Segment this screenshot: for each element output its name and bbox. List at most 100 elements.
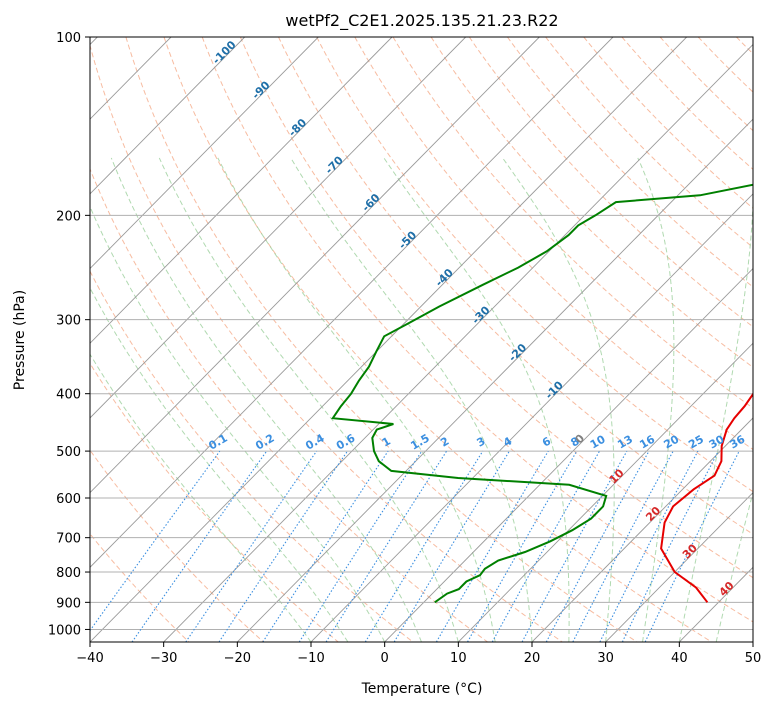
x-tick-label: −10 bbox=[297, 651, 324, 666]
isotherm-line bbox=[237, 118, 753, 642]
isotherm-line bbox=[458, 342, 753, 642]
isotherm-label: -100 bbox=[210, 38, 239, 67]
plot-area: 0.1 0.2 0.4 0.6 1 1.5 2 3 4 6 8 10 13 16 20 25 30 36-100-… bbox=[90, 37, 753, 642]
isotherm-line bbox=[90, 37, 246, 195]
x-tick-label: −40 bbox=[76, 651, 103, 666]
x-tick-label: 0 bbox=[381, 651, 389, 666]
moist-adiabat-line bbox=[217, 157, 496, 642]
moist-adiabat-line bbox=[678, 157, 753, 642]
x-tick-label: 20 bbox=[524, 651, 541, 666]
mixing-ratio-line bbox=[599, 450, 699, 642]
moist-adiabat-line bbox=[90, 286, 349, 642]
y-tick-label: 300 bbox=[56, 314, 81, 329]
mixing-ratio-label: 1 bbox=[380, 435, 393, 450]
temperature-trace bbox=[660, 392, 753, 603]
dry-adiabat-line bbox=[239, 37, 753, 579]
isotherm-line bbox=[752, 641, 753, 642]
mixing-ratio-label: 1.5 bbox=[408, 432, 431, 453]
y-tick-label: 500 bbox=[56, 445, 81, 460]
isotherm-line bbox=[90, 37, 688, 642]
isotherm-line bbox=[90, 37, 393, 344]
dry-adiabat-line bbox=[278, 37, 753, 535]
y-tick-label: 600 bbox=[56, 492, 81, 507]
isotherm-line bbox=[90, 37, 319, 270]
moist-adiabat-line bbox=[715, 490, 753, 642]
mixing-ratio-line bbox=[393, 450, 510, 642]
isotherm-line bbox=[531, 417, 753, 642]
isotherm-label: 10 bbox=[607, 466, 627, 486]
mixing-ratio-label: 30 bbox=[707, 432, 727, 451]
plot-frame bbox=[89, 36, 754, 643]
isotherm-label: 20 bbox=[643, 504, 663, 524]
isotherm-label: 30 bbox=[680, 541, 700, 561]
mixing-ratio-line bbox=[621, 450, 719, 642]
dry-adiabat-line bbox=[201, 37, 753, 623]
x-tick-label: 50 bbox=[745, 651, 762, 666]
mixing-ratio-label: 25 bbox=[686, 433, 706, 452]
isotherm-label: -80 bbox=[286, 116, 309, 139]
mixing-ratio-label: 3 bbox=[474, 435, 487, 450]
dry-adiabat-line bbox=[90, 43, 563, 642]
mixing-ratio-label: 16 bbox=[637, 432, 657, 451]
axes: −40 −30 −20 −10 0 10 20 30 40 50 100 200 300 400 500 60… bbox=[48, 31, 761, 666]
isotherm-line bbox=[90, 37, 614, 568]
dry-adiabat-line bbox=[659, 37, 753, 132]
isotherm-line bbox=[90, 37, 467, 419]
x-tick-label: −20 bbox=[224, 651, 251, 666]
moist-adiabat-line bbox=[502, 157, 615, 642]
isotherm-line bbox=[163, 43, 753, 642]
mixing-ratio-line bbox=[325, 450, 448, 642]
mixing-ratio-line bbox=[491, 450, 600, 642]
chart-title: wetPf2_C2E1.2025.135.21.23.R22 bbox=[285, 11, 558, 31]
mixing-ratio-line bbox=[364, 450, 484, 642]
dry-adiabat-line bbox=[468, 37, 753, 328]
y-tick-label: 900 bbox=[56, 596, 81, 611]
mixing-ratio-label: 20 bbox=[662, 432, 682, 451]
x-tick-label: 10 bbox=[450, 651, 467, 666]
y-tick-label: 100 bbox=[56, 31, 81, 46]
mixing-ratio-line bbox=[572, 450, 674, 642]
isotherm-line bbox=[384, 267, 753, 642]
mixing-ratio-label: 0.1 bbox=[206, 432, 229, 453]
dry-adiabat-line bbox=[392, 37, 753, 409]
y-tick-label: 200 bbox=[56, 209, 81, 224]
x-tick-label: 30 bbox=[597, 651, 614, 666]
isotherm-label: -10 bbox=[543, 378, 566, 401]
dry-adiabat-line bbox=[583, 37, 753, 209]
isotherm-label: 40 bbox=[717, 579, 737, 599]
dry-adiabat-line bbox=[163, 37, 712, 642]
dry-adiabat-line bbox=[125, 37, 638, 642]
mixing-ratio-line bbox=[185, 450, 318, 642]
mixing-ratio-line bbox=[90, 450, 221, 632]
dry-adiabat-line bbox=[506, 37, 753, 288]
dry-adiabat-line bbox=[430, 37, 753, 368]
dry-adiabat-line bbox=[736, 37, 753, 55]
y-tick-label: 400 bbox=[56, 388, 81, 403]
mixing-ratio-line bbox=[262, 450, 389, 642]
mixing-ratio-label: 10 bbox=[588, 432, 608, 451]
isotherm-label: -30 bbox=[469, 303, 492, 326]
isotherm-line bbox=[605, 491, 753, 642]
moist-adiabat-line bbox=[90, 353, 312, 642]
dry-adiabat-line bbox=[697, 37, 753, 93]
x-tick-label: −30 bbox=[150, 651, 177, 666]
mixing-ratio-label: 0.2 bbox=[253, 432, 276, 453]
dry-adiabat-line bbox=[90, 449, 264, 642]
dewpoint-trace bbox=[331, 183, 753, 604]
y-axis-label: Pressure (hPa) bbox=[12, 290, 28, 390]
mixing-ratio-line bbox=[298, 450, 423, 642]
isotherm-label: -40 bbox=[433, 266, 456, 289]
isotherm-label: -60 bbox=[359, 191, 382, 214]
plot-clipped-group bbox=[90, 37, 753, 642]
y-tick-label: 700 bbox=[56, 532, 81, 547]
y-tick-label: 800 bbox=[56, 566, 81, 581]
isotherm-line bbox=[310, 193, 753, 642]
moist-adiabat-line bbox=[290, 157, 533, 642]
dry-adiabat-line bbox=[90, 533, 190, 642]
dry-adiabat-line bbox=[316, 37, 753, 493]
mixing-ratio-label: 36 bbox=[728, 432, 748, 451]
mixing-ratio-line bbox=[131, 450, 268, 642]
moist-adiabat-line bbox=[110, 157, 422, 642]
x-tick-label: 40 bbox=[671, 651, 688, 666]
